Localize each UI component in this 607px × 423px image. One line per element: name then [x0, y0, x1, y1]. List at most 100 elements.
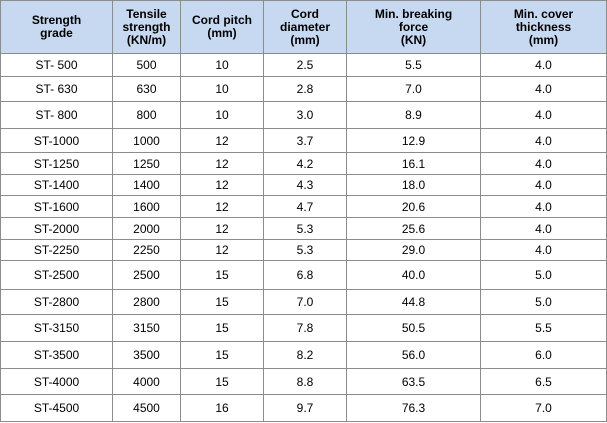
table-cell: ST- 500 [0, 53, 113, 77]
table-cell: 7.0 [480, 394, 607, 422]
table-cell: ST-2000 [0, 217, 113, 240]
table-cell: 8.2 [263, 341, 347, 369]
table-cell: 12 [180, 239, 264, 261]
table-cell: 800 [112, 101, 181, 129]
table-cell: 15 [180, 260, 264, 290]
table-cell: 7.0 [263, 289, 347, 315]
table-cell: 63.5 [346, 368, 481, 395]
table-body: ST- 500 500 10 2.5 5.5 4.0 ST- 630 630 10 2.8 7.0 4… [0, 53, 607, 422]
table-cell: 3150 [112, 314, 181, 342]
table-cell: ST- 630 [0, 76, 113, 102]
table-cell: ST- 800 [0, 101, 113, 129]
table-cell: 5.3 [263, 217, 347, 240]
table-cell: 1000 [112, 128, 181, 153]
table-cell: 12 [180, 217, 264, 240]
table-cell: 4.0 [480, 101, 607, 129]
table-cell: 4.2 [263, 152, 347, 175]
table-row: ST-1400 1400 12 4.3 18.0 4.0 [0, 174, 607, 196]
table-cell: ST-1250 [0, 152, 113, 175]
table-cell: 12 [180, 195, 264, 218]
table-cell: 15 [180, 368, 264, 395]
table-cell: 3500 [112, 341, 181, 369]
table-cell: 8.9 [346, 101, 481, 129]
table-cell: 15 [180, 341, 264, 369]
table-cell: 6.8 [263, 260, 347, 290]
table-cell: 56.0 [346, 341, 481, 369]
table-cell: 40.0 [346, 260, 481, 290]
header-cell: Cord pitch (mm) [180, 0, 264, 54]
table-row: ST- 630 630 10 2.8 7.0 4.0 [0, 76, 607, 102]
table-cell: 15 [180, 289, 264, 315]
table-cell: 5.3 [263, 239, 347, 261]
table-cell: 4500 [112, 394, 181, 422]
table-cell: 10 [180, 76, 264, 102]
table-cell: ST-3500 [0, 341, 113, 369]
table-cell: 2800 [112, 289, 181, 315]
table-cell: ST-1400 [0, 174, 113, 196]
table-cell: 2500 [112, 260, 181, 290]
table-cell: 7.0 [346, 76, 481, 102]
table-row: ST- 800 800 10 3.0 8.9 4.0 [0, 101, 607, 129]
table-cell: ST-2800 [0, 289, 113, 315]
table-cell: 5.0 [480, 260, 607, 290]
table-row: ST-2800 2800 15 7.0 44.8 5.0 [0, 289, 607, 315]
table-cell: 5.5 [346, 53, 481, 77]
table-cell: 4.0 [480, 174, 607, 196]
header-row: Strength grade Tensile strength (KN/m) Cor… [0, 0, 607, 54]
table-cell: 2250 [112, 239, 181, 261]
table-row: ST-2250 2250 12 5.3 29.0 4.0 [0, 239, 607, 261]
table-cell: 25.6 [346, 217, 481, 240]
table-cell: 76.3 [346, 394, 481, 422]
table-cell: 4.3 [263, 174, 347, 196]
header-cell: Cord diameter (mm) [263, 0, 347, 54]
table-cell: 2.8 [263, 76, 347, 102]
table-cell: 4.0 [480, 152, 607, 175]
table-row: ST- 500 500 10 2.5 5.5 4.0 [0, 53, 607, 77]
header-cell: Min. cover thickness (mm) [480, 0, 607, 54]
table-cell: ST-4500 [0, 394, 113, 422]
table-cell: 15 [180, 314, 264, 342]
table-cell: ST-4000 [0, 368, 113, 395]
table-cell: 12 [180, 152, 264, 175]
table-cell: 4.0 [480, 76, 607, 102]
table-cell: 3.7 [263, 128, 347, 153]
table-cell: 6.5 [480, 368, 607, 395]
table-cell: 1400 [112, 174, 181, 196]
table-cell: 1600 [112, 195, 181, 218]
table-cell: 50.5 [346, 314, 481, 342]
table-cell: 44.8 [346, 289, 481, 315]
table-cell: 29.0 [346, 239, 481, 261]
table-cell: 6.0 [480, 341, 607, 369]
table-row: ST-1000 1000 12 3.7 12.9 4.0 [0, 128, 607, 153]
table-row: ST-1600 1600 12 4.7 20.6 4.0 [0, 195, 607, 218]
table-cell: 4.0 [480, 128, 607, 153]
header-cell: Tensile strength (KN/m) [112, 0, 181, 54]
table-cell: 5.5 [480, 314, 607, 342]
table-row: ST-2000 2000 12 5.3 25.6 4.0 [0, 217, 607, 240]
table-cell: 500 [112, 53, 181, 77]
table-cell: ST-1600 [0, 195, 113, 218]
table-cell: 2.5 [263, 53, 347, 77]
table-cell: 10 [180, 53, 264, 77]
table-cell: 16 [180, 394, 264, 422]
table-cell: 7.8 [263, 314, 347, 342]
table-cell: 12 [180, 174, 264, 196]
table-cell: 630 [112, 76, 181, 102]
table-cell: ST-2250 [0, 239, 113, 261]
table-cell: 2000 [112, 217, 181, 240]
table-cell: 16.1 [346, 152, 481, 175]
table-cell: 3.0 [263, 101, 347, 129]
table-cell: ST-3150 [0, 314, 113, 342]
table-cell: 4.0 [480, 217, 607, 240]
table-cell: 4000 [112, 368, 181, 395]
table-row: ST-3500 3500 15 8.2 56.0 6.0 [0, 341, 607, 369]
table-cell: 4.7 [263, 195, 347, 218]
table-cell: 4.0 [480, 195, 607, 218]
header-cell: Min. breaking force (KN) [346, 0, 481, 54]
table-cell: 1250 [112, 152, 181, 175]
table-row: ST-4500 4500 16 9.7 76.3 7.0 [0, 394, 607, 422]
table-cell: 8.8 [263, 368, 347, 395]
table-cell: 20.6 [346, 195, 481, 218]
table-row: ST-1250 1250 12 4.2 16.1 4.0 [0, 152, 607, 175]
